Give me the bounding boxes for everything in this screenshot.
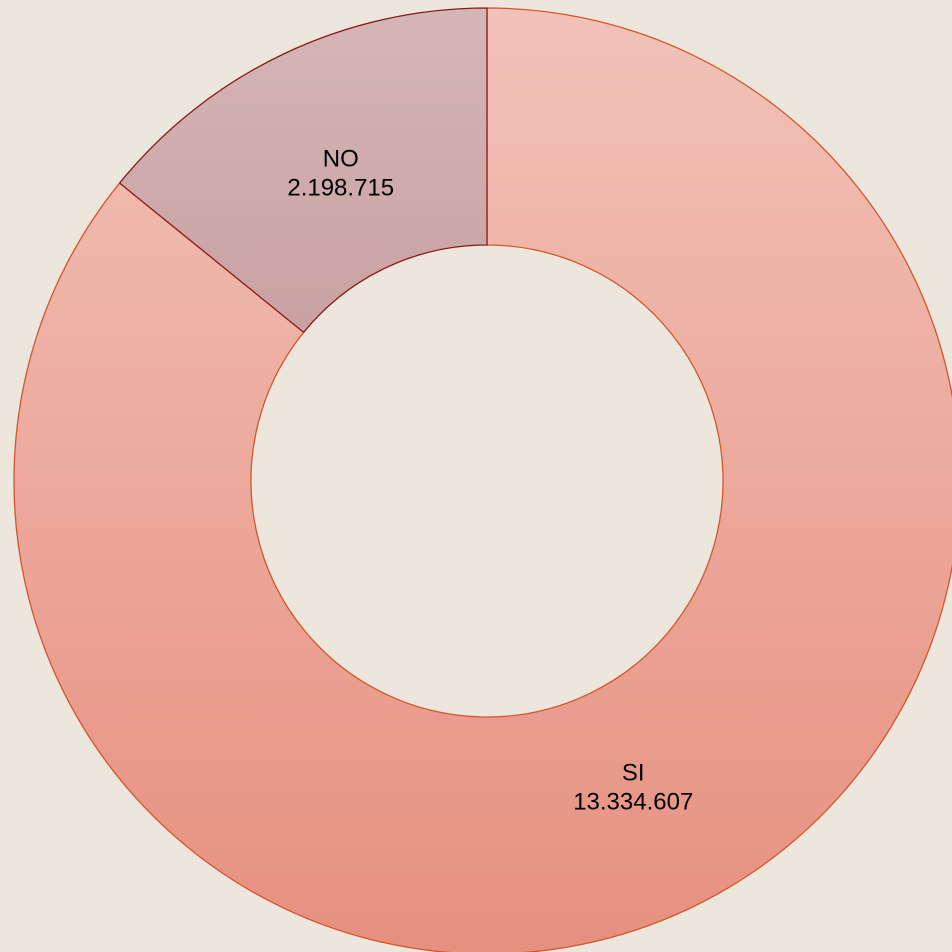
donut-slice (13, 7, 952, 952)
slice-label: SI (622, 759, 645, 786)
slice-label: NO (323, 145, 359, 172)
donut-slice (118, 7, 488, 334)
slice-value-label: 13.334.607 (573, 788, 693, 815)
slice-value-label: 2.198.715 (287, 174, 394, 201)
